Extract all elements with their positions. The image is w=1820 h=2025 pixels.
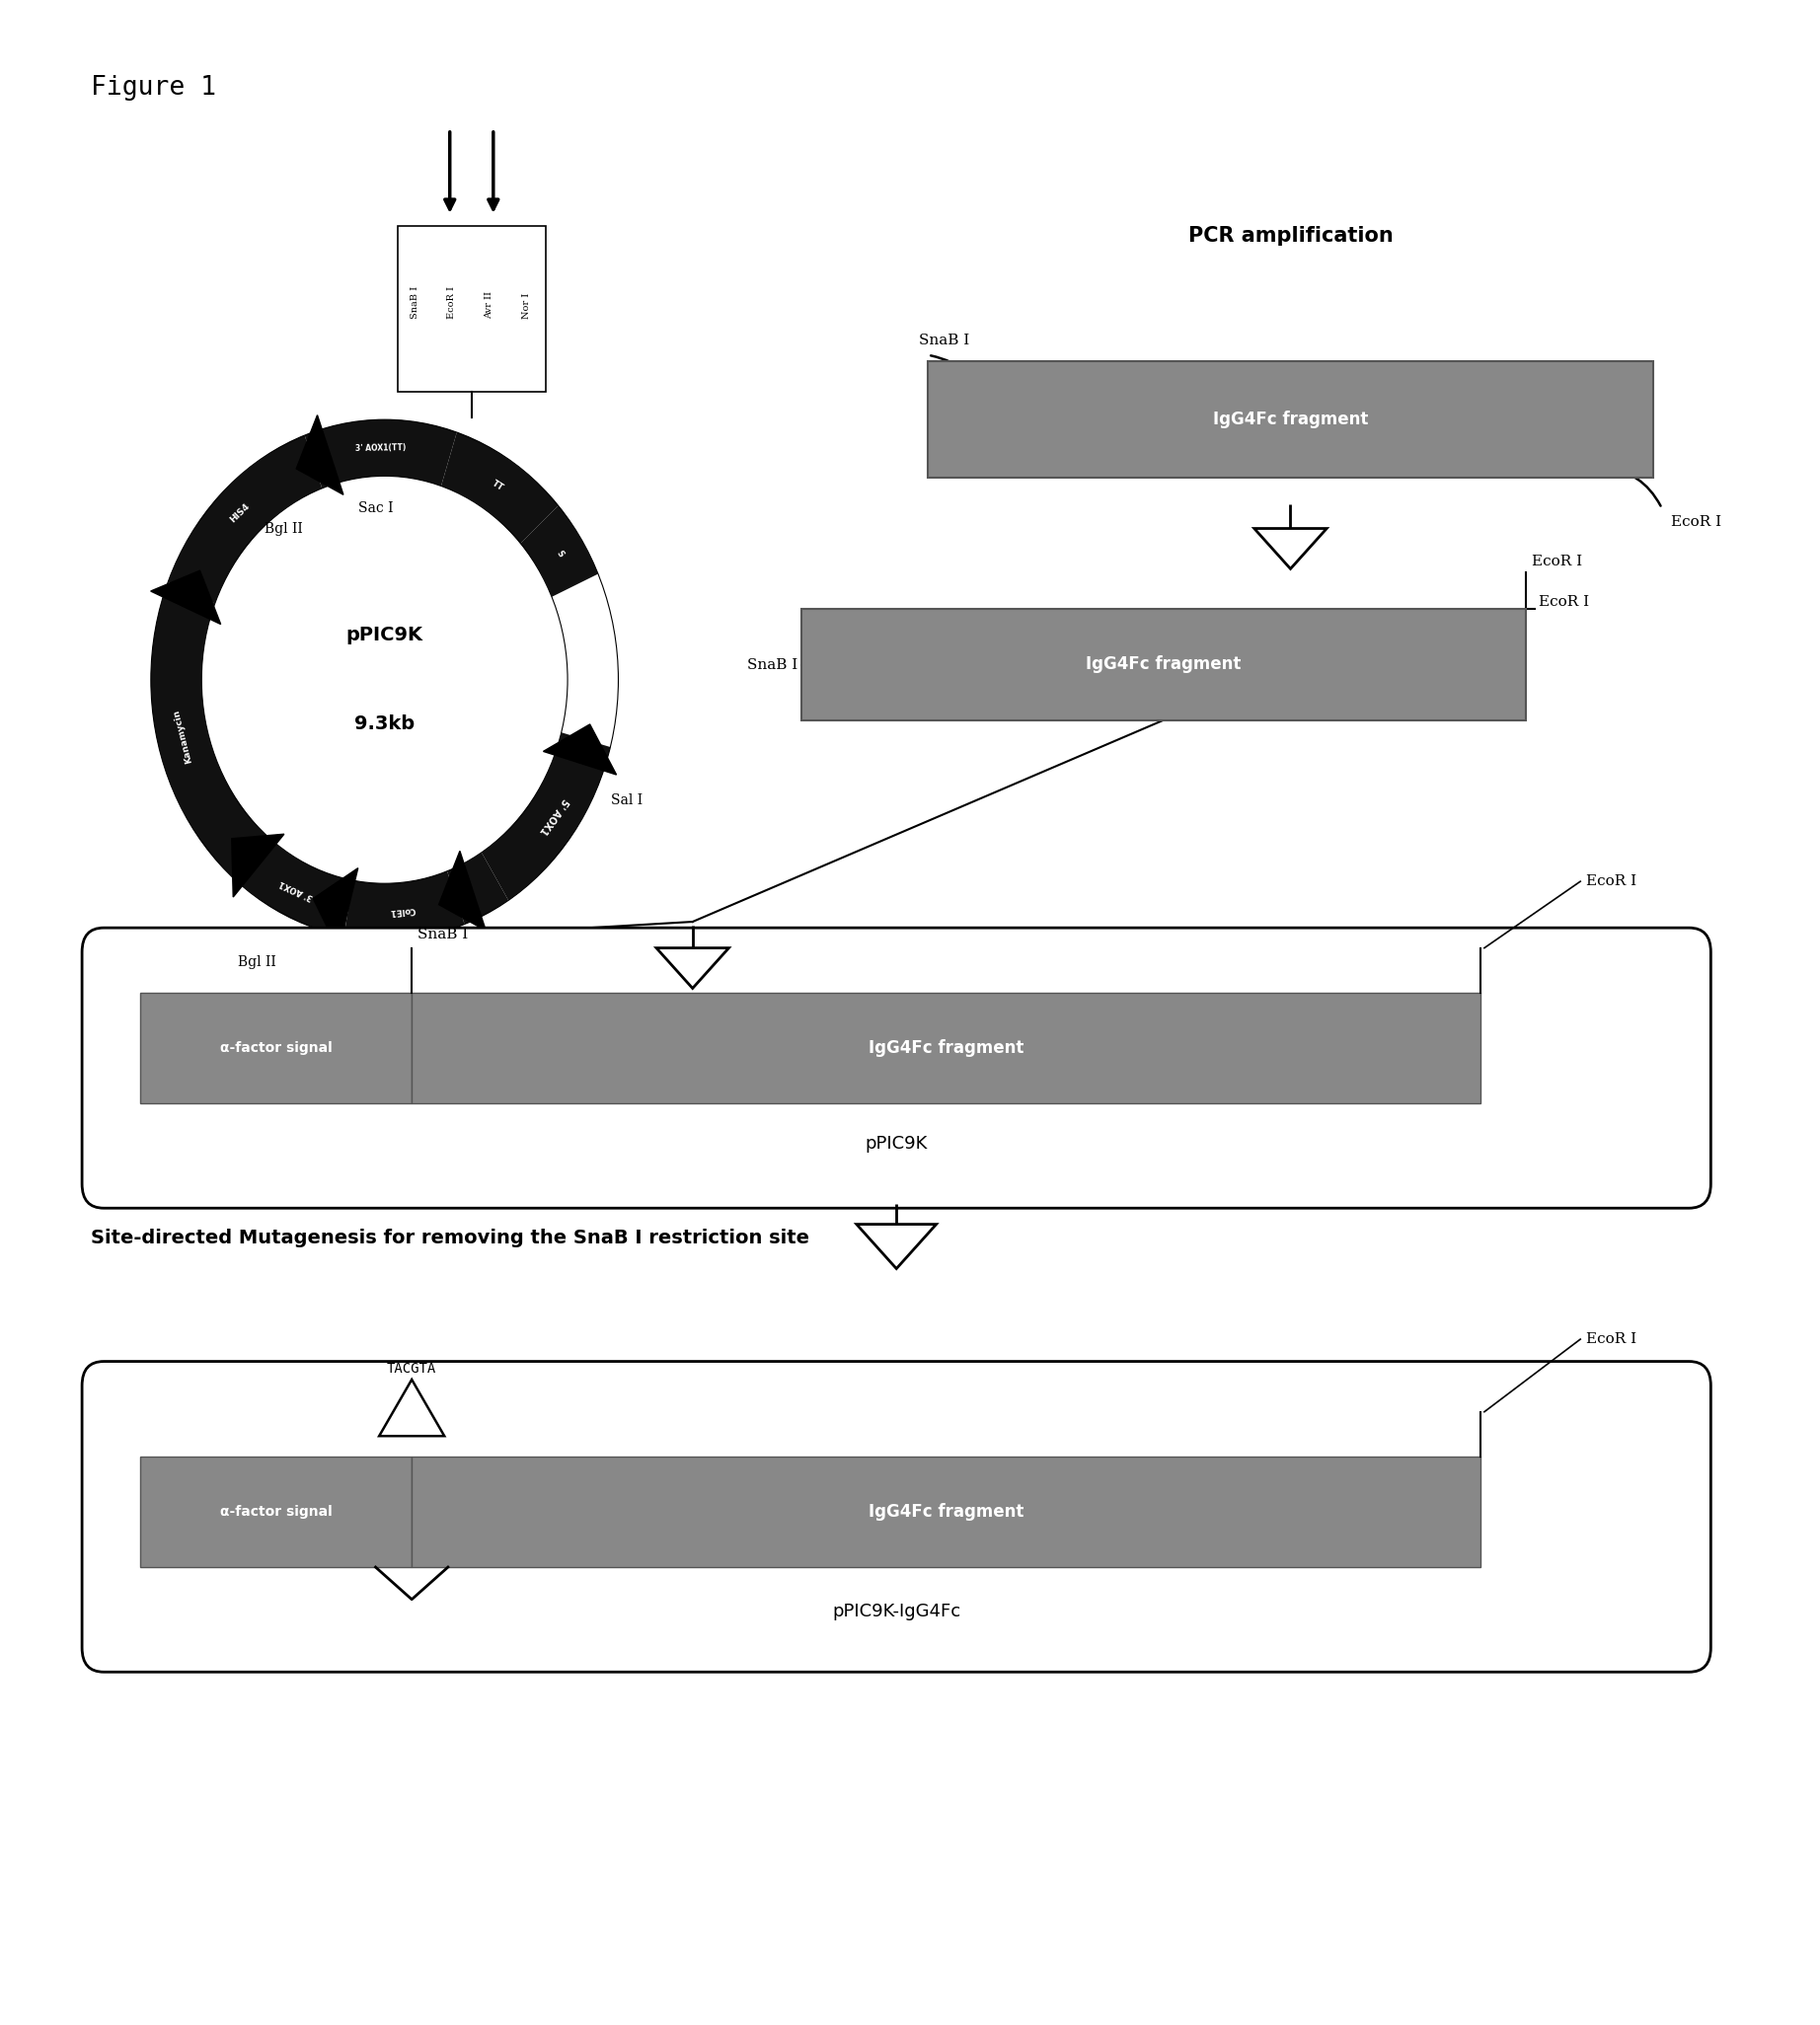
- Text: pPIC9K-IgG4Fc: pPIC9K-IgG4Fc: [832, 1602, 961, 1620]
- FancyBboxPatch shape: [140, 1456, 411, 1567]
- Polygon shape: [521, 506, 599, 597]
- Text: EcoR I: EcoR I: [1531, 555, 1582, 569]
- Text: EcoR I: EcoR I: [1671, 516, 1722, 529]
- FancyBboxPatch shape: [411, 1456, 1481, 1567]
- Text: pPIC9K: pPIC9K: [346, 626, 422, 644]
- Polygon shape: [544, 725, 617, 776]
- Text: Sac I: Sac I: [359, 502, 393, 514]
- Text: Sal I: Sal I: [612, 794, 642, 808]
- Text: α-factor signal: α-factor signal: [220, 1505, 331, 1519]
- Text: IgG4Fc fragment: IgG4Fc fragment: [868, 1503, 1025, 1521]
- Polygon shape: [313, 869, 359, 950]
- Text: HIS4: HIS4: [228, 502, 251, 524]
- Polygon shape: [231, 834, 284, 897]
- Text: IgG4Fc fragment: IgG4Fc fragment: [1212, 411, 1369, 429]
- Text: PCR amplification: PCR amplification: [1188, 227, 1392, 245]
- Text: SnaB I: SnaB I: [919, 334, 970, 348]
- Polygon shape: [344, 871, 464, 940]
- Text: pPIC9K: pPIC9K: [864, 1134, 928, 1152]
- Text: α-factor signal: α-factor signal: [220, 1041, 331, 1055]
- Text: S: S: [553, 549, 564, 559]
- FancyBboxPatch shape: [82, 1361, 1711, 1673]
- Text: Avr II: Avr II: [484, 292, 493, 318]
- Text: SnaB I: SnaB I: [410, 286, 419, 318]
- Polygon shape: [439, 850, 486, 931]
- Polygon shape: [151, 571, 220, 624]
- Polygon shape: [657, 948, 728, 988]
- Text: 9.3kb: 9.3kb: [355, 715, 415, 733]
- Polygon shape: [448, 853, 508, 923]
- FancyBboxPatch shape: [140, 992, 411, 1104]
- Polygon shape: [482, 733, 610, 901]
- FancyBboxPatch shape: [928, 360, 1653, 478]
- Text: IgG4Fc fragment: IgG4Fc fragment: [1087, 656, 1241, 674]
- Polygon shape: [379, 1379, 444, 1436]
- FancyBboxPatch shape: [397, 227, 546, 391]
- Text: TT: TT: [491, 478, 506, 492]
- Text: 3' AOX1(TT): 3' AOX1(TT): [355, 443, 406, 454]
- Polygon shape: [1254, 529, 1327, 569]
- Text: EcoR I: EcoR I: [1585, 1332, 1636, 1347]
- Text: SnaB I: SnaB I: [417, 927, 468, 942]
- Circle shape: [207, 482, 562, 877]
- Text: EcoR I: EcoR I: [1585, 875, 1636, 889]
- Text: Bgl II: Bgl II: [238, 956, 277, 970]
- Text: 3' AOX1: 3' AOX1: [278, 879, 315, 901]
- FancyBboxPatch shape: [82, 927, 1711, 1209]
- Polygon shape: [857, 1225, 935, 1268]
- FancyBboxPatch shape: [411, 992, 1481, 1104]
- Text: EcoR I: EcoR I: [448, 286, 457, 318]
- Polygon shape: [235, 836, 353, 936]
- Text: SnaB I: SnaB I: [746, 658, 797, 672]
- Polygon shape: [151, 583, 268, 879]
- Text: Site-directed Mutagenesis for removing the SnaB I restriction site: Site-directed Mutagenesis for removing t…: [91, 1229, 810, 1247]
- Text: IgG4Fc fragment: IgG4Fc fragment: [868, 1039, 1025, 1057]
- Text: ColE1: ColE1: [389, 905, 417, 917]
- Polygon shape: [304, 419, 457, 488]
- Text: EcoR I: EcoR I: [1538, 595, 1589, 610]
- Text: Figure 1: Figure 1: [91, 75, 217, 101]
- Polygon shape: [440, 431, 559, 543]
- Polygon shape: [297, 415, 344, 494]
- Text: Nor I: Nor I: [522, 294, 531, 318]
- Polygon shape: [167, 435, 322, 603]
- Text: Kanamycin: Kanamycin: [171, 709, 193, 763]
- Text: TACGTA: TACGTA: [388, 1361, 437, 1375]
- Text: Bgl II: Bgl II: [264, 522, 304, 535]
- FancyBboxPatch shape: [801, 610, 1525, 721]
- Text: 5' AOX1: 5' AOX1: [537, 796, 570, 836]
